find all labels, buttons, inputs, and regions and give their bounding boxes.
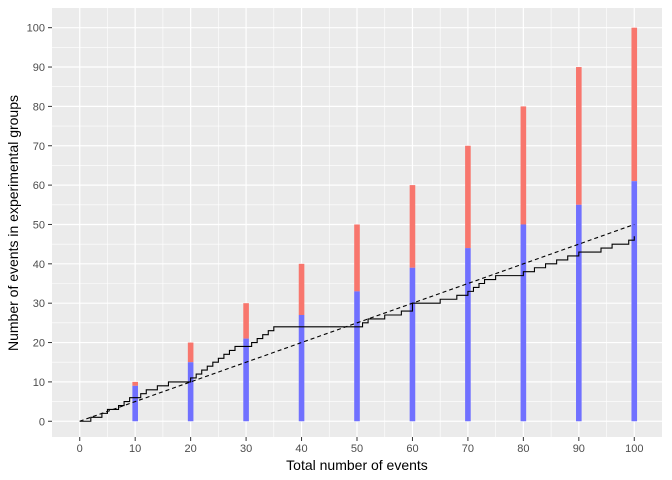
bar-lower <box>132 385 138 422</box>
step-line <box>79 236 635 422</box>
bar-total-upper <box>465 145 471 249</box>
x-tick-label: 70 <box>462 443 474 455</box>
x-tick-label: 20 <box>185 443 197 455</box>
bar-total-upper <box>520 106 527 225</box>
bar-lower <box>520 224 527 422</box>
x-axis-title: Total number of events <box>286 457 428 473</box>
reference-dashed-line <box>79 223 635 422</box>
bar-lower <box>409 267 416 422</box>
y-tick-label: 30 <box>33 298 45 310</box>
line-group <box>79 223 635 422</box>
bar-total-upper <box>409 185 416 268</box>
x-tick-label: 60 <box>406 443 418 455</box>
y-axis-title: Number of events in experimental groups <box>5 95 21 351</box>
bar-total-upper <box>576 67 582 205</box>
y-tick-label: 40 <box>33 259 45 271</box>
y-axis: 0 10 20 30 40 50 60 70 80 90 100 <box>27 23 52 428</box>
y-tick-label: 70 <box>33 141 45 153</box>
bar-lower <box>631 181 638 422</box>
bar-lower <box>243 338 249 422</box>
x-tick-label: 90 <box>573 443 585 455</box>
x-tick-label: 40 <box>295 443 307 455</box>
bar-total-upper <box>243 303 249 339</box>
bar-total-upper <box>132 381 138 386</box>
y-tick-label: 100 <box>27 23 45 35</box>
x-tick-label: 50 <box>351 443 363 455</box>
y-tick-label: 10 <box>33 377 45 389</box>
bar-lower <box>354 291 360 422</box>
bar-total-upper <box>298 263 305 315</box>
x-tick-label: 0 <box>77 443 83 455</box>
bar-lower <box>576 204 582 422</box>
x-tick-label: 10 <box>129 443 141 455</box>
x-tick-label: 30 <box>240 443 252 455</box>
bar-group <box>132 27 638 422</box>
y-tick-label: 0 <box>39 416 45 428</box>
y-tick-label: 20 <box>33 338 45 350</box>
y-tick-label: 80 <box>33 101 45 113</box>
bar-total-upper <box>354 224 360 292</box>
bar-total-upper <box>187 342 194 363</box>
x-tick-label: 80 <box>517 443 529 455</box>
y-tick-label: 90 <box>33 62 45 74</box>
bar-lower <box>298 314 305 422</box>
x-axis: 0 10 20 30 40 50 60 70 80 90 100 <box>77 437 643 455</box>
bar-lower <box>465 248 471 422</box>
bar-lower <box>187 362 194 422</box>
bar-total-upper <box>631 27 638 182</box>
y-tick-label: 50 <box>33 219 45 231</box>
x-tick-label: 100 <box>625 443 643 455</box>
y-tick-label: 60 <box>33 180 45 192</box>
